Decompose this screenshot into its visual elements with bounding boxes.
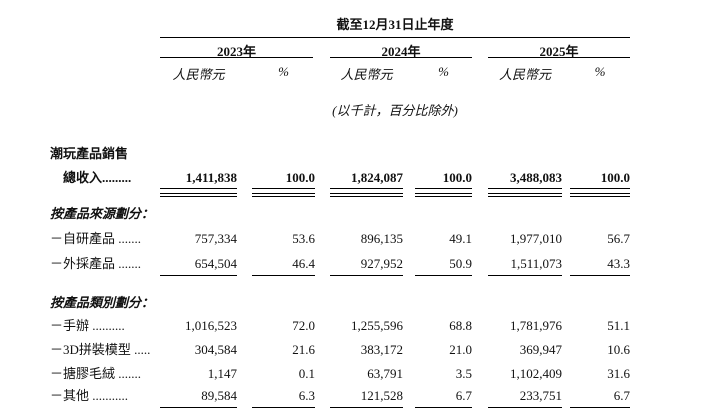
percent-cell: 6.7 [415, 388, 472, 408]
amount-cell: 383,172 [360, 342, 403, 357]
row-label: －其他 ........... [50, 388, 129, 403]
row-label: 總收入......... [63, 170, 132, 185]
table-row: －3D拼裝模型 ..... 304,584 21.6 383,172 21.0 369,9… [50, 342, 630, 357]
table-row: －其他 ........... 89,584 6.3 121,528 6.7 233,75… [50, 388, 630, 408]
row-label: －3D拼裝模型 ..... [50, 342, 151, 357]
year-header-2024: 2024年 [330, 41, 472, 59]
percent-cell: 100.0 [570, 170, 630, 197]
percent-cell: 6.3 [252, 388, 315, 408]
amount-cell: 63,791 [367, 366, 403, 381]
percent-cell: 50.9 [415, 256, 472, 276]
percent-cell: 3.5 [455, 366, 472, 381]
table-row: 潮玩產品銷售 [50, 146, 630, 161]
amount-cell: 369,947 [519, 342, 562, 357]
amount-cell: 927,952 [330, 256, 403, 276]
row-label: 按產品類別劃分： [50, 295, 155, 310]
percent-cell: 6.7 [570, 388, 630, 408]
year-header-2025: 2025年 [488, 41, 630, 59]
amount-cell: 1,511,073 [488, 256, 562, 276]
currency-header-2025: 人民幣元 [498, 67, 551, 82]
amount-cell: 1,977,010 [510, 231, 562, 246]
row-label: －自研產品 ....... [50, 231, 142, 246]
currency-header-2023: 人民幣元 [172, 67, 225, 82]
row-label: －搪膠毛絨 ....... [50, 366, 142, 381]
percent-cell: 51.1 [607, 318, 630, 333]
currency-header-2024: 人民幣元 [340, 67, 393, 82]
percent-header-2024: % [438, 64, 449, 79]
percent-cell: 10.6 [607, 342, 630, 357]
amount-cell: 1,781,976 [510, 318, 562, 333]
percent-header-2023: % [278, 64, 289, 79]
amount-cell: 654,504 [160, 256, 237, 276]
amount-cell: 1,016,523 [185, 318, 237, 333]
table-row: －手辦 .......... 1,016,523 72.0 1,255,596 68.8… [50, 318, 630, 333]
header-rule [160, 37, 630, 38]
amount-cell: 757,334 [194, 231, 237, 246]
amount-cell: 1,411,838 [160, 170, 237, 197]
amount-cell: 233,751 [488, 388, 562, 408]
percent-cell: 31.6 [607, 366, 630, 381]
amount-cell: 89,584 [160, 388, 237, 408]
table-row: －自研產品 ....... 757,334 53.6 896,135 49.1 1,977… [50, 231, 630, 246]
percent-header-2025: % [594, 64, 606, 79]
amount-cell: 304,584 [194, 342, 237, 357]
row-label: 潮玩產品銷售 [50, 146, 129, 161]
percent-cell: 0.1 [298, 366, 315, 381]
amount-cell: 1,255,596 [351, 318, 403, 333]
percent-cell: 49.1 [449, 231, 472, 246]
percent-cell: 21.6 [292, 342, 315, 357]
percent-cell: 100.0 [252, 170, 315, 197]
table-row: 按產品來源劃分： [50, 206, 630, 221]
percent-cell: 100.0 [415, 170, 472, 197]
percent-cell: 21.0 [449, 342, 472, 357]
percent-cell: 46.4 [252, 256, 315, 276]
amount-cell: 1,824,087 [330, 170, 403, 197]
amount-cell: 121,528 [330, 388, 403, 408]
row-label: －外採產品 ....... [50, 256, 142, 271]
amount-cell: 1,102,409 [510, 366, 562, 381]
percent-cell: 53.6 [292, 231, 315, 246]
percent-cell: 72.0 [292, 318, 315, 333]
row-label: 按產品來源劃分： [50, 206, 155, 221]
table-row: －外採產品 ....... 654,504 46.4 927,952 50.9 1,511… [50, 256, 630, 276]
amount-cell: 3,488,083 [488, 170, 562, 197]
amount-cell: 896,135 [360, 231, 403, 246]
period-header: 截至12月31日止年度 [336, 17, 454, 32]
units-note: (以千計，百分比除外) [332, 103, 458, 118]
percent-cell: 56.7 [607, 231, 630, 246]
percent-cell: 68.8 [449, 318, 472, 333]
percent-cell: 43.3 [570, 256, 630, 276]
table-row: －搪膠毛絨 ....... 1,147 0.1 63,791 3.5 1,102,409 3… [50, 366, 630, 381]
year-header-2023: 2023年 [160, 41, 313, 59]
amount-cell: 1,147 [207, 366, 237, 381]
table-row: 總收入......... 1,411,838 100.0 1,824,087 100.0… [50, 170, 630, 197]
table-row: 按產品類別劃分： [50, 295, 630, 310]
row-label: －手辦 .......... [50, 318, 125, 333]
